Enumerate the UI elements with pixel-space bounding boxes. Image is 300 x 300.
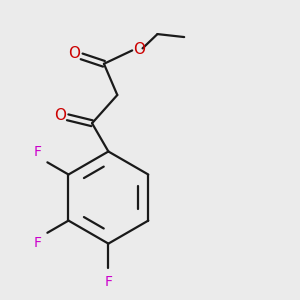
Text: F: F xyxy=(104,274,112,289)
Text: F: F xyxy=(34,236,42,250)
Text: O: O xyxy=(133,42,145,57)
Text: O: O xyxy=(68,46,80,62)
Text: F: F xyxy=(34,145,42,159)
Text: O: O xyxy=(54,108,66,123)
